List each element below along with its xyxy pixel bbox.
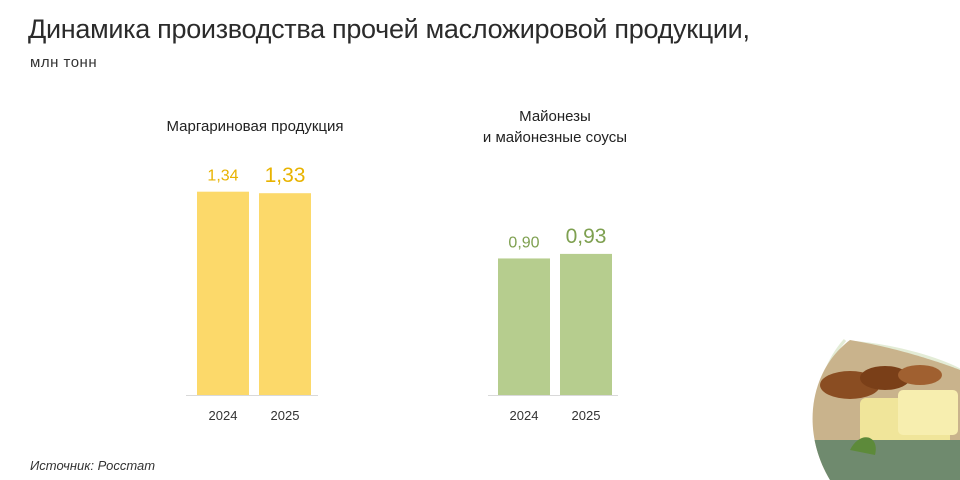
mayo-value-label-2025: 0,93: [566, 225, 607, 248]
mayo-chart-title-line-1: Майонезы: [519, 108, 591, 125]
food-illustration: [812, 339, 960, 480]
mayo-bar-2024: [498, 258, 550, 395]
margarine-value-label-2025: 1,33: [265, 164, 306, 187]
margarine-bar-2025: [259, 193, 311, 395]
mayo-tick-label-2024: 2024: [510, 408, 539, 423]
margarine-chart-title: Маргариновая продукция: [166, 118, 344, 135]
margarine-tick-label-2025: 2025: [271, 408, 300, 423]
mayo-chart-title-line-2: и майонезные соусы: [482, 129, 628, 146]
source-note: Источник: Росстат: [30, 458, 156, 473]
mayo-bar-2025: [560, 253, 612, 395]
margarine-value-label-2024: 1,34: [207, 168, 238, 185]
mayo-chart-title: Майонезы и майонезные соусы: [455, 106, 655, 148]
page-title: Динамика производства прочей масложирово…: [28, 14, 750, 44]
margarine-bar-2024: [197, 191, 249, 395]
mayo-value-label-2024: 0,90: [508, 234, 539, 251]
oleoscope-logo: OleoScope: [951, 77, 960, 394]
page-subtitle: млн тонн: [30, 54, 98, 71]
margarine-tick-label-2024: 2024: [209, 408, 238, 423]
mayo-tick-label-2025: 2025: [572, 408, 601, 423]
